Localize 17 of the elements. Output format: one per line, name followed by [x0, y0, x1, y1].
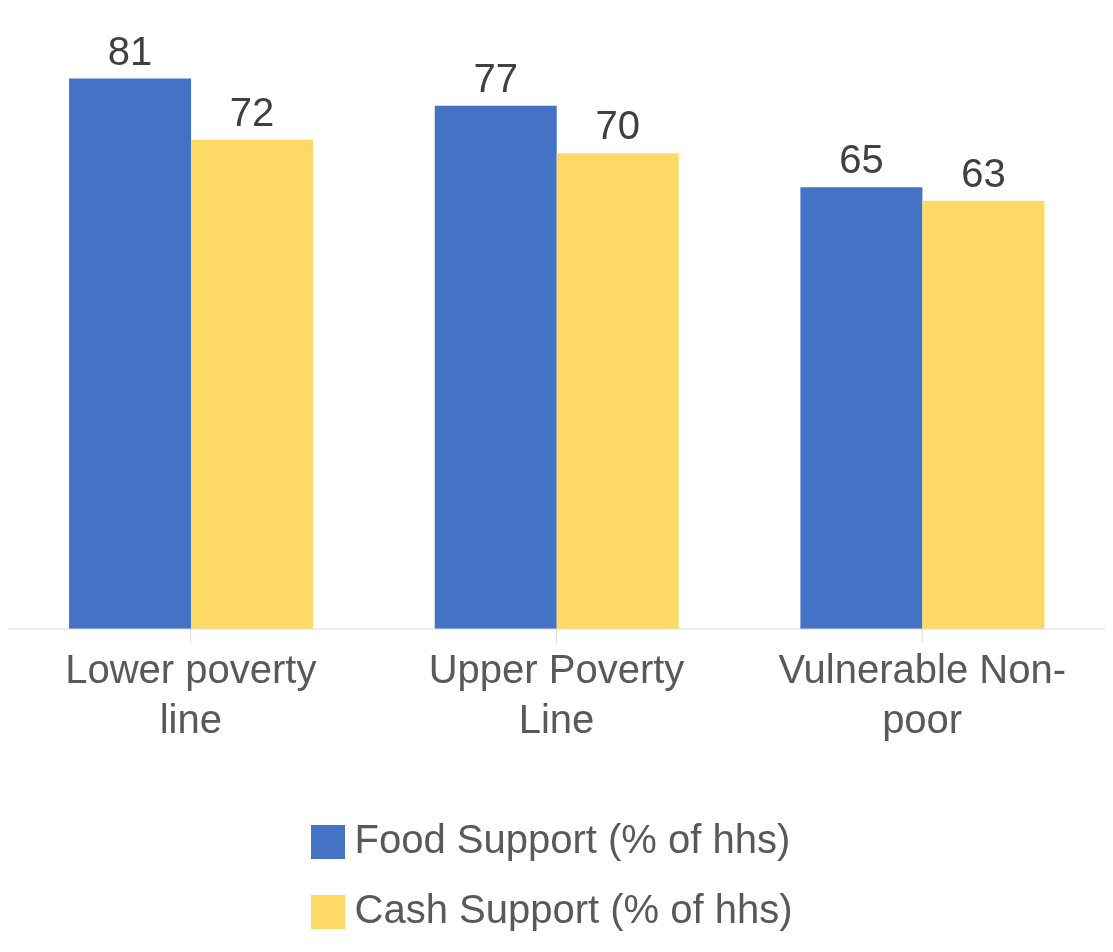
- data-label: 70: [595, 103, 640, 148]
- bar: [922, 200, 1045, 629]
- bar: [800, 187, 923, 629]
- legend-label: Food Support (% of hhs): [354, 817, 791, 861]
- bar: [434, 105, 557, 629]
- data-label: 65: [839, 137, 884, 182]
- bar: [191, 139, 314, 629]
- bar: [556, 153, 679, 629]
- legend-label: Cash Support (% of hhs): [354, 887, 793, 931]
- data-label: 63: [961, 150, 1006, 195]
- x-tick-label: Lower poverty line: [65, 647, 317, 741]
- x-tick-label: Vulnerable Non-poor: [778, 647, 1066, 741]
- data-label: 81: [107, 28, 153, 73]
- data-label: 72: [229, 89, 275, 134]
- data-label: 77: [473, 55, 518, 100]
- x-tick-label: Upper Poverty Line: [428, 647, 685, 741]
- bar: [69, 78, 192, 629]
